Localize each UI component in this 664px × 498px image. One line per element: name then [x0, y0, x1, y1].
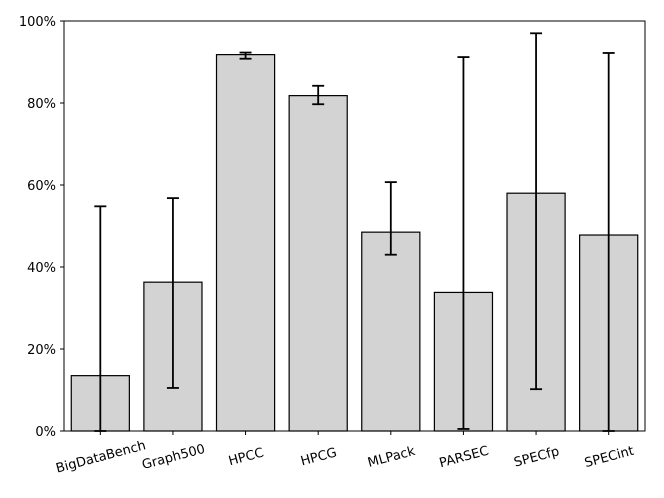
x-tick-label: HPCC	[227, 446, 265, 470]
bars-group	[70, 54, 639, 432]
error-bar-specfp	[530, 32, 543, 391]
bar-hpcc	[215, 54, 276, 432]
x-tick-label: SPECint	[583, 444, 636, 472]
error-bar-mlpack	[384, 181, 397, 256]
x-tick-label: SPECfp	[512, 444, 561, 470]
x-tick-label: BigDataBench	[54, 438, 147, 476]
x-tick-label: PARSEC	[438, 444, 491, 472]
y-tick-label: 20%	[27, 343, 56, 358]
y-tick-label: 40%	[27, 261, 56, 276]
error-bar-parsec	[457, 56, 470, 430]
error-bar-hpcg	[312, 84, 325, 106]
y-axis: 0% 20% 40% 60% 80% 100%	[19, 15, 64, 440]
x-tick-label: HPCG	[299, 445, 338, 469]
error-bar-hpcc	[239, 51, 252, 60]
error-bar-graph500	[166, 197, 179, 389]
y-tick-label: 100%	[19, 15, 56, 30]
y-tick-label: 60%	[27, 179, 56, 194]
bar-mlpack	[361, 231, 421, 432]
y-tick-label: 0%	[35, 425, 56, 440]
error-bars-group	[94, 32, 615, 432]
plot-frame	[63, 20, 646, 432]
x-tick-label: MLPack	[366, 444, 417, 471]
x-tick-label: Graph500	[140, 442, 206, 473]
y-tick-label: 80%	[27, 97, 56, 112]
bar-hpcg	[288, 95, 348, 432]
